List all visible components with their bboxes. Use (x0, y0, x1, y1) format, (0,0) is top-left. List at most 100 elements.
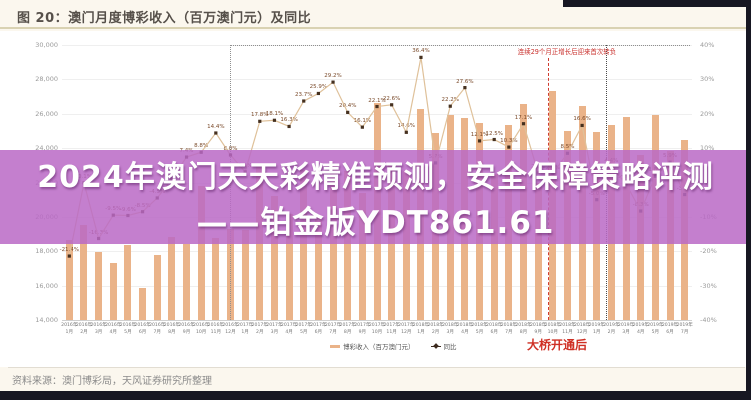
x-axis-month-label: 2017年 3月 (266, 323, 283, 335)
yoy-point-label: 25.9% (309, 84, 328, 91)
yoy-point-label: 10.3% (500, 138, 518, 145)
left-axis-tick-label: 18,000 (35, 247, 58, 256)
bridge-open-annotation: 大桥开通后 (527, 338, 588, 352)
x-axis-month-label: 2016年 11月 (207, 323, 224, 335)
revenue-bar (65, 239, 73, 320)
yoy-point-label: -21.4% (59, 247, 80, 254)
growth-period-box-top (230, 45, 690, 46)
x-axis-line (62, 320, 692, 321)
x-axis-month-label: 2019年 1月 (588, 323, 605, 335)
title-divider (0, 27, 746, 29)
yoy-point-label: 22.2% (441, 97, 459, 104)
x-axis-month-label: 2016年 3月 (90, 323, 107, 335)
revenue-bar (153, 255, 161, 320)
x-axis-month-label: 2018年 6月 (486, 323, 503, 335)
x-axis-month-label: 2016年 6月 (134, 323, 151, 335)
growth-streak-annotation: 连续29个月正增长后迎来首次转负 (517, 48, 617, 56)
x-axis-month-label: 2017年 11月 (383, 323, 400, 335)
x-axis-month-label: 2017年 9月 (354, 323, 371, 335)
x-axis-month-label: 2017年 6月 (310, 323, 327, 335)
x-axis-month-label: 2018年 11月 (559, 323, 576, 335)
watermark-banner: 2024年澳门天天彩精准预测，安全保障策略评测 ——铂金版YDT861.61 (0, 150, 751, 244)
revenue-bar (168, 236, 176, 320)
window-edge-right (746, 0, 751, 400)
x-axis-month-label: 2017年 8月 (339, 323, 356, 335)
x-axis-month-label: 2018年 9月 (530, 323, 547, 335)
yoy-point-label: 29.2% (324, 73, 342, 80)
right-axis-tick-label: 40% (700, 41, 715, 49)
yoy-point-label: 14.4% (207, 124, 225, 130)
revenue-bar (270, 195, 278, 320)
x-axis-month-label: 2019年 7月 (676, 323, 693, 335)
yoy-point-label: 23.7% (294, 92, 313, 99)
x-axis-month-label: 2018年 1月 (412, 323, 430, 335)
watermark-line-2: ——铂金版YDT861.61 (196, 205, 555, 241)
x-axis-month-label: 2018年 10月 (544, 323, 561, 335)
left-axis-tick-label: 16,000 (35, 281, 58, 290)
right-axis-tick-label: 30% (700, 75, 715, 84)
line-series-swatch-icon (430, 345, 441, 347)
x-axis-month-label: 2016年 4月 (105, 323, 122, 335)
yoy-point-label: 14.6% (397, 123, 416, 130)
left-axis-tick-label: 24,000 (35, 144, 58, 153)
right-axis-tick-label: -20% (700, 247, 717, 256)
yoy-point-label: 12.5% (485, 130, 503, 137)
revenue-bar (109, 262, 117, 320)
x-axis-month-label: 2017年 1月 (236, 323, 254, 335)
gridline (62, 79, 692, 81)
revenue-bar (95, 251, 103, 320)
revenue-bar (139, 287, 147, 320)
x-axis-month-label: 2019年 6月 (661, 323, 679, 335)
x-axis-month-label: 2017年 4月 (280, 323, 298, 335)
yoy-point-label: 16.3% (280, 117, 298, 124)
right-axis-tick-label: -30% (700, 281, 717, 290)
x-axis-month-label: 2018年 7月 (500, 323, 517, 335)
x-axis-month-label: 2016年 5月 (119, 323, 137, 335)
yoy-point-label: 22.6% (382, 95, 401, 102)
x-axis-month-label: 2018年 8月 (515, 323, 532, 335)
legend-item-yoy: 同比 (430, 341, 457, 351)
revenue-bar (241, 229, 249, 320)
yoy-point-label: 18.1% (265, 111, 284, 118)
revenue-bar (124, 244, 132, 320)
revenue-bar (80, 225, 88, 320)
x-axis-month-label: 2018年 5月 (471, 323, 488, 335)
x-axis-month-label: 2016年 10月 (193, 323, 210, 335)
x-axis-month-label: 2016年 7月 (149, 323, 166, 335)
revenue-bar (285, 214, 293, 320)
legend-label-revenue: 博彩收入（百万澳门元） (343, 343, 415, 351)
x-axis-month-label: 2017年 12月 (398, 323, 415, 335)
footer-divider (8, 367, 745, 368)
revenue-bar (212, 237, 220, 320)
revenue-bar (314, 217, 322, 320)
yoy-point-label: 8.8% (194, 143, 209, 150)
left-axis-tick-label: 26,000 (35, 109, 58, 118)
window-edge-bottom (0, 391, 751, 400)
x-axis-month-label: 2018年 2月 (427, 323, 444, 335)
legend-item-revenue: 博彩收入（百万澳门元） (330, 341, 415, 351)
data-source-note: 资料来源：澳门博彩局，天风证券研究所整理 (12, 376, 212, 387)
left-axis-tick-label: 28,000 (35, 75, 58, 84)
x-axis-month-label: 2017年 7月 (324, 323, 342, 335)
right-axis-tick-label: -40% (700, 316, 717, 324)
legend-label-yoy: 同比 (443, 343, 457, 351)
yoy-point-label: 16.6% (573, 116, 591, 123)
revenue-bar (358, 192, 366, 320)
window-edge-top (563, 0, 751, 7)
right-axis-tick-label: 10% (700, 144, 715, 153)
figure-title: 图 20：澳门月度博彩收入（百万澳门元）及同比 (17, 11, 312, 26)
x-axis-month-label: 2016年 1月 (61, 323, 78, 335)
chart-legend: 博彩收入（百万澳门元） 同比 (330, 341, 457, 351)
yoy-point-label: 16.1% (353, 118, 372, 125)
x-axis-month-label: 2017年 5月 (295, 323, 312, 335)
x-axis-month-label: 2018年 12月 (573, 323, 591, 335)
x-axis-month-label: 2019年 2月 (603, 323, 620, 335)
x-axis-month-label: 2019年 4月 (632, 323, 649, 335)
revenue-bar (183, 243, 191, 320)
yoy-point-label: 27.6% (456, 78, 474, 85)
x-axis-month-label: 2018年 3月 (442, 323, 459, 335)
x-axis-month-label: 2017年 10月 (368, 323, 386, 335)
left-axis-tick-label: 30,000 (35, 41, 58, 49)
watermark-line-1: 2024年澳门天天彩精准预测，安全保障策略评测 (37, 160, 714, 195)
